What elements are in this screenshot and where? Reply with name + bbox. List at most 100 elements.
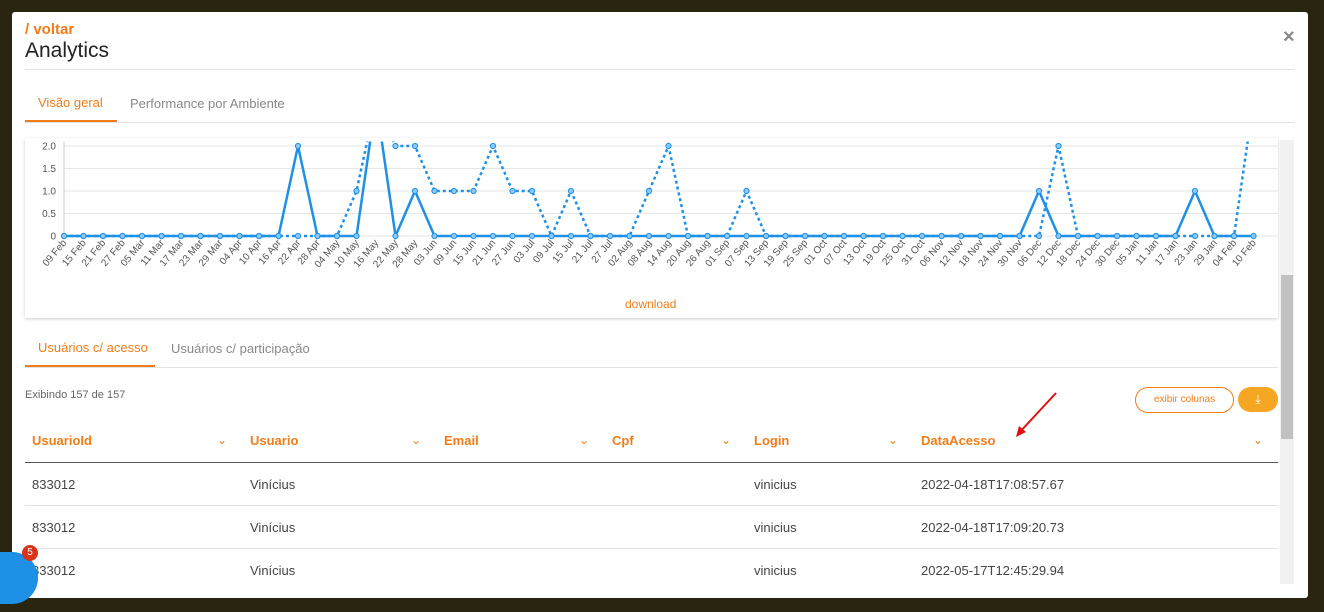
export-button[interactable]: ⤓ — [1238, 387, 1278, 412]
column-header: Email — [444, 433, 479, 448]
y-tick-label: 1.0 — [42, 187, 56, 198]
point — [333, 232, 341, 240]
point — [1172, 232, 1179, 240]
sort-icon[interactable]: ⌄ — [888, 433, 899, 447]
point — [392, 232, 399, 240]
point — [626, 232, 633, 240]
plot — [60, 141, 1257, 241]
point — [1113, 232, 1121, 240]
point — [470, 232, 477, 240]
column-header: Login — [754, 433, 790, 448]
tab[interactable]: Usuários c/ acesso — [38, 340, 148, 355]
point — [801, 232, 809, 240]
point — [645, 187, 653, 195]
column-header: Cpf — [612, 433, 634, 448]
line — [64, 141, 1254, 241]
point — [743, 187, 750, 195]
cell: vinicius — [754, 563, 797, 578]
sort-icon[interactable]: ⌄ — [579, 433, 590, 447]
sort-icon[interactable]: ⌄ — [1253, 433, 1264, 447]
cell: 833012 — [32, 520, 76, 535]
modal — [12, 12, 1308, 598]
arrow — [1016, 392, 1057, 437]
back-link[interactable]: / voltar — [25, 21, 75, 38]
count: Exibindo 157 de 157 — [25, 389, 126, 401]
columns-button[interactable]: exibir colunas — [1135, 387, 1234, 413]
point — [60, 232, 68, 240]
point — [665, 142, 672, 150]
y-tick-label: 0.5 — [42, 209, 56, 220]
sort-icon[interactable]: ⌄ — [721, 433, 732, 447]
point — [236, 232, 243, 240]
point — [762, 232, 770, 240]
point — [431, 187, 438, 195]
point — [645, 232, 653, 240]
point — [1191, 187, 1199, 195]
point — [723, 232, 731, 240]
point — [509, 232, 516, 240]
point — [431, 232, 438, 240]
point — [860, 232, 867, 240]
point — [314, 232, 321, 240]
point — [996, 232, 1004, 240]
row-line — [25, 548, 1278, 549]
column-header: UsuarioId — [32, 433, 92, 448]
point — [743, 232, 750, 240]
sort-icon[interactable]: ⌄ — [411, 433, 422, 447]
cell: vinicius — [754, 520, 797, 535]
point — [158, 232, 165, 240]
point — [840, 232, 848, 240]
cell: 833012 — [32, 563, 76, 578]
cell: 2022-05-17T12:45:29.94 — [921, 563, 1065, 578]
point — [411, 142, 419, 150]
point — [1133, 232, 1140, 240]
point — [1191, 232, 1199, 240]
point — [918, 232, 926, 240]
point — [684, 232, 692, 240]
point — [528, 232, 536, 240]
point — [548, 232, 555, 240]
download[interactable]: download — [625, 297, 677, 311]
point — [450, 187, 458, 195]
point — [411, 187, 419, 195]
tab[interactable]: Performance por Ambiente — [130, 96, 285, 111]
badge: 5 — [22, 545, 38, 561]
tab[interactable]: Visão geral — [38, 95, 103, 110]
point — [509, 187, 516, 195]
point — [1094, 232, 1101, 240]
scrollbar[interactable] — [1280, 140, 1294, 584]
point — [197, 232, 204, 240]
point — [567, 232, 575, 240]
point — [1230, 232, 1238, 240]
title: Analytics — [25, 39, 110, 62]
point — [450, 232, 458, 240]
sort-icon[interactable]: ⌄ — [217, 433, 228, 447]
point — [1016, 232, 1023, 240]
cell: vinicius — [754, 477, 797, 492]
point — [899, 232, 906, 240]
point — [606, 232, 614, 240]
point — [567, 187, 575, 195]
cell: 2022-04-18T17:09:20.73 — [921, 520, 1065, 535]
point — [938, 232, 945, 240]
point — [80, 232, 87, 240]
point — [1152, 232, 1160, 240]
row-line — [25, 505, 1278, 506]
tab[interactable]: Usuários c/ participação — [171, 341, 310, 356]
close[interactable]: × — [1283, 26, 1295, 48]
point — [392, 142, 399, 150]
point — [216, 232, 224, 240]
point — [1035, 232, 1043, 240]
cell: Vinícius — [250, 563, 296, 578]
point — [782, 232, 789, 240]
point — [665, 232, 672, 240]
cell: 2022-04-18T17:08:57.67 — [921, 477, 1065, 492]
point — [1211, 232, 1218, 240]
point — [294, 232, 302, 240]
cell: 833012 — [32, 477, 76, 492]
y-tick-label: 2.0 — [42, 142, 56, 153]
column-header: DataAcesso — [921, 433, 996, 448]
point — [353, 232, 360, 240]
point — [1250, 232, 1257, 240]
